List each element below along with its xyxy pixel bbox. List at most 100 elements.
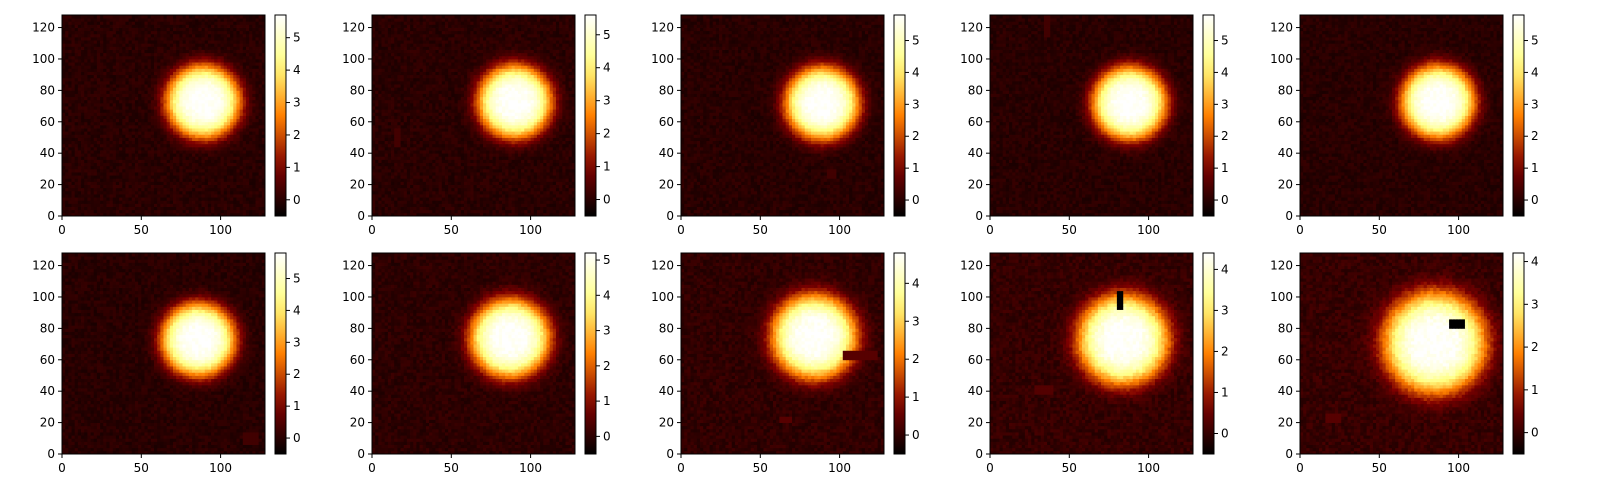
heatmap-cell xyxy=(68,207,72,211)
heatmap-cell xyxy=(97,185,101,189)
heatmap-cell xyxy=(91,203,95,207)
heatmap-cell xyxy=(62,185,66,189)
heatmap-cell xyxy=(132,147,136,151)
heatmap-cell xyxy=(179,137,183,141)
heatmap-cell xyxy=(103,203,107,207)
heatmap-cell xyxy=(208,137,212,141)
heatmap-cell xyxy=(138,122,142,126)
heatmap-cell xyxy=(179,87,183,91)
heatmap-cell xyxy=(84,122,88,126)
heatmap-cell xyxy=(113,207,117,211)
heatmap-cell xyxy=(94,185,98,189)
heatmap-cell xyxy=(157,87,161,91)
heatmap-cell xyxy=(135,172,139,176)
heatmap-cell xyxy=(62,178,66,182)
heatmap-cell xyxy=(236,194,240,198)
heatmap-cell xyxy=(173,175,177,179)
heatmap-cell xyxy=(103,119,107,123)
heatmap-cell xyxy=(94,178,98,182)
heatmap-cell xyxy=(157,166,161,170)
heatmap-cell xyxy=(224,119,228,123)
heatmap-cell xyxy=(97,178,101,182)
heatmap-cell xyxy=(170,153,174,157)
heatmap-cell xyxy=(164,207,168,211)
heatmap-cell xyxy=(78,185,82,189)
heatmap-cell xyxy=(179,100,183,104)
heatmap-cell xyxy=(129,125,133,129)
heatmap-cell xyxy=(183,207,187,211)
heatmap-cell xyxy=(119,175,123,179)
heatmap-cell xyxy=(84,103,88,107)
heatmap-cell xyxy=(255,197,259,201)
heatmap-cell xyxy=(94,172,98,176)
heatmap-cell xyxy=(233,87,237,91)
heatmap-cell xyxy=(243,147,247,151)
heatmap-cell xyxy=(110,163,114,167)
heatmap-cell xyxy=(116,147,120,151)
heatmap-cell xyxy=(252,203,256,207)
heatmap-cell xyxy=(87,207,91,211)
heatmap-cell xyxy=(119,109,123,113)
heatmap-cell xyxy=(91,150,95,154)
heatmap-cell xyxy=(249,207,253,211)
heatmap-cell xyxy=(236,100,240,104)
heatmap-cell xyxy=(205,166,209,170)
heatmap-cell xyxy=(154,128,158,132)
heatmap-cell xyxy=(192,141,196,145)
heatmap-cell xyxy=(151,97,155,101)
heatmap-cell xyxy=(148,197,152,201)
heatmap-cell xyxy=(81,90,85,94)
heatmap-cell xyxy=(183,141,187,145)
heatmap-cell xyxy=(75,128,79,132)
heatmap-cell xyxy=(113,94,117,98)
heatmap-cell xyxy=(106,119,110,123)
heatmap-cell xyxy=(189,178,193,182)
heatmap-cell xyxy=(113,90,117,94)
heatmap-cell xyxy=(68,163,72,167)
heatmap-cell xyxy=(160,109,164,113)
heatmap-cell xyxy=(167,147,171,151)
heatmap-cell xyxy=(122,141,126,145)
heatmap-cell xyxy=(252,144,256,148)
heatmap-cell xyxy=(116,172,120,176)
heatmap-cell xyxy=(236,137,240,141)
heatmap-cell xyxy=(202,197,206,201)
heatmap-cell xyxy=(154,175,158,179)
heatmap-cell xyxy=(170,116,174,120)
heatmap-cell xyxy=(72,109,76,113)
heatmap-cell xyxy=(255,200,259,204)
heatmap-cell xyxy=(91,197,95,201)
heatmap-cell xyxy=(119,122,123,126)
heatmap-cell xyxy=(97,94,101,98)
heatmap-cell xyxy=(87,97,91,101)
heatmap-cell xyxy=(116,188,120,192)
heatmap-cell xyxy=(132,128,136,132)
heatmap-cell xyxy=(160,116,164,120)
heatmap-cell xyxy=(129,131,133,135)
heatmap-cell xyxy=(205,169,209,173)
heatmap-cell xyxy=(125,87,129,91)
heatmap-cell xyxy=(138,159,142,163)
heatmap-cell xyxy=(186,90,190,94)
heatmap-cell xyxy=(189,147,193,151)
heatmap-cell xyxy=(249,185,253,189)
heatmap-cell xyxy=(170,147,174,151)
heatmap-cell xyxy=(208,94,212,98)
heatmap-cell xyxy=(62,153,66,157)
heatmap-cell xyxy=(230,150,234,154)
heatmap-cell xyxy=(192,169,196,173)
heatmap-cell xyxy=(160,153,164,157)
heatmap-cell xyxy=(94,200,98,204)
heatmap-cell xyxy=(84,207,88,211)
heatmap-cell xyxy=(195,147,199,151)
heatmap-cell xyxy=(144,128,148,132)
heatmap-cell xyxy=(148,119,152,123)
heatmap-cell xyxy=(208,128,212,132)
heatmap-cell xyxy=(173,106,177,110)
heatmap-cell xyxy=(179,166,183,170)
heatmap-cell xyxy=(119,100,123,104)
heatmap-cell xyxy=(122,112,126,116)
heatmap-cell xyxy=(230,87,234,91)
heatmap-cell xyxy=(255,109,259,113)
heatmap-cell xyxy=(173,200,177,204)
